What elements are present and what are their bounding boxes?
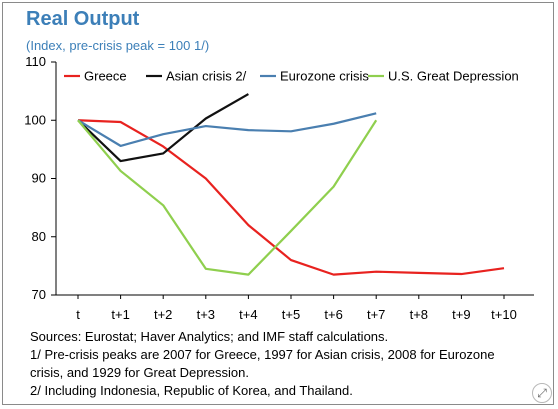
chart-title: Real Output — [26, 8, 140, 30]
legend-label: U.S. Great Depression — [388, 69, 519, 84]
x-tick-label: t+9 — [452, 307, 470, 322]
chart-frame — [2, 2, 554, 405]
legend-label: Eurozone crisis — [280, 69, 369, 84]
series-line-4 — [77, 119, 378, 276]
sources-note: Sources: Eurostat; Haver Analytics; and … — [30, 329, 389, 344]
chart-lines — [77, 93, 505, 276]
y-tick-label: 110 — [25, 54, 46, 69]
chart-notes: Sources: Eurostat; Haver Analytics; and … — [30, 328, 550, 400]
y-tick-label: 100 — [24, 112, 46, 127]
x-tick-label: t+5 — [282, 307, 300, 322]
y-tick-label: 80 — [32, 229, 46, 244]
x-tick-label: t+3 — [197, 307, 215, 322]
x-tick-label: t+4 — [239, 307, 257, 322]
x-tick-label: t — [76, 307, 80, 322]
x-tick-label: t+10 — [491, 307, 517, 322]
chart-legend: Greece Asian crisis 2/Eurozone crisis U.S.… — [64, 69, 519, 84]
x-tick-label: t+7 — [367, 307, 385, 322]
y-tick-label: 70 — [32, 287, 46, 302]
chart-axes: 70 80 90 100 110 t t+1 t+2 t+3 t+4 t+5 t+6 t+7 t+8 t+9… — [24, 54, 534, 322]
footnote-1-line-1: 1/ Pre-crisis peaks are 2007 for Greece,… — [30, 347, 495, 362]
x-tick-label: t+1 — [111, 307, 129, 322]
y-tick-label: 90 — [32, 171, 46, 186]
legend-label: Asian crisis 2/ — [166, 69, 247, 84]
footnote-1-line-2: crisis, and 1929 for Great Depression. — [30, 365, 249, 380]
series-line-1 — [77, 119, 505, 276]
series-line-2 — [77, 93, 249, 163]
footnote-2: 2/ Including Indonesia, Republic of Kore… — [30, 383, 353, 398]
series-line-3 — [77, 112, 377, 147]
legend-label: Greece — [84, 69, 127, 84]
x-tick-label: t+2 — [154, 307, 172, 322]
x-tick-label: t+8 — [410, 307, 428, 322]
expand-icon[interactable]: ⤢ — [532, 383, 552, 403]
x-tick-label: t+6 — [324, 307, 342, 322]
chart-subtitle: (Index, pre-crisis peak = 100 1/) — [26, 38, 210, 53]
